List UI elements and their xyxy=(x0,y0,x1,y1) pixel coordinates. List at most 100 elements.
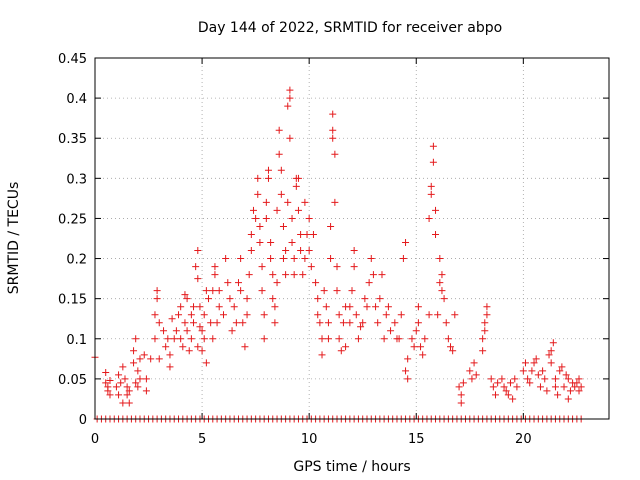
data-point xyxy=(329,126,337,134)
data-point xyxy=(226,295,234,303)
data-point xyxy=(202,287,210,295)
data-point xyxy=(564,395,572,403)
data-point xyxy=(115,391,123,399)
data-point xyxy=(222,255,230,263)
data-point xyxy=(494,379,502,387)
data-point xyxy=(327,222,335,230)
data-point xyxy=(196,323,204,331)
data-point xyxy=(402,239,410,247)
data-point xyxy=(384,303,392,311)
data-point xyxy=(335,311,343,319)
data-point xyxy=(117,379,125,387)
data-point xyxy=(307,263,315,271)
data-point xyxy=(526,379,534,387)
data-point xyxy=(177,303,185,311)
data-point xyxy=(132,335,140,343)
data-point xyxy=(571,383,579,391)
data-point xyxy=(234,279,242,287)
data-point xyxy=(451,311,459,319)
data-point xyxy=(239,319,247,327)
data-point xyxy=(365,279,373,287)
data-point xyxy=(541,375,549,383)
data-point xyxy=(489,383,497,391)
data-point xyxy=(271,319,279,327)
data-point xyxy=(324,319,332,327)
data-point xyxy=(142,375,150,383)
data-point xyxy=(262,214,270,222)
data-point xyxy=(374,319,382,327)
data-point xyxy=(348,287,356,295)
data-point xyxy=(134,383,142,391)
data-point xyxy=(275,150,283,158)
data-point xyxy=(573,379,581,387)
data-point xyxy=(509,395,517,403)
data-point xyxy=(481,319,489,327)
data-point xyxy=(434,311,442,319)
data-point xyxy=(455,383,463,391)
data-point xyxy=(577,383,585,391)
data-point xyxy=(536,383,544,391)
data-point xyxy=(136,375,144,383)
data-point xyxy=(256,222,264,230)
data-point xyxy=(442,319,450,327)
data-point xyxy=(151,335,159,343)
data-point xyxy=(457,391,465,399)
data-point xyxy=(115,371,123,379)
data-point xyxy=(260,311,268,319)
data-point xyxy=(175,311,183,319)
data-point xyxy=(402,367,410,375)
data-point xyxy=(123,383,131,391)
data-point xyxy=(194,275,202,283)
data-point xyxy=(288,239,296,247)
data-point xyxy=(215,287,223,295)
data-point xyxy=(551,383,559,391)
x-axis-label: GPS time / hours xyxy=(293,459,410,475)
data-point xyxy=(243,311,251,319)
y-axis-label: SRMTID / TECUs xyxy=(6,182,22,295)
data-point xyxy=(123,391,131,399)
data-point xyxy=(277,166,285,174)
data-point xyxy=(305,247,313,255)
data-point xyxy=(421,335,429,343)
data-point xyxy=(498,375,506,383)
data-point xyxy=(500,383,508,391)
data-point xyxy=(491,391,499,399)
data-point xyxy=(187,311,195,319)
data-point xyxy=(245,271,253,279)
data-point xyxy=(449,347,457,355)
y-tick-label: 0.1 xyxy=(66,333,87,348)
data-point xyxy=(155,355,163,363)
y-tick-label: 0.35 xyxy=(58,132,87,147)
data-point xyxy=(267,255,275,263)
data-point xyxy=(322,303,330,311)
grid xyxy=(95,58,609,419)
data-point xyxy=(207,319,215,327)
data-point xyxy=(483,303,491,311)
data-point xyxy=(545,351,553,359)
data-point xyxy=(271,303,279,311)
data-point xyxy=(361,295,369,303)
data-point xyxy=(417,343,425,351)
data-point xyxy=(346,319,354,327)
data-point xyxy=(106,391,114,399)
data-point xyxy=(151,311,159,319)
data-point xyxy=(198,347,206,355)
data-point xyxy=(179,343,187,351)
data-point xyxy=(258,263,266,271)
x-tick-label: 15 xyxy=(408,432,425,447)
data-point xyxy=(125,387,133,395)
data-point xyxy=(247,247,255,255)
data-point xyxy=(241,343,249,351)
data-point xyxy=(215,303,223,311)
data-point xyxy=(196,303,204,311)
data-point xyxy=(301,255,309,263)
data-point xyxy=(181,319,189,327)
data-point xyxy=(256,239,264,247)
data-point xyxy=(331,198,339,206)
data-point xyxy=(438,287,446,295)
data-point xyxy=(297,247,305,255)
data-point xyxy=(549,339,557,347)
data-point xyxy=(153,287,161,295)
data-point xyxy=(479,335,487,343)
data-point xyxy=(200,311,208,319)
